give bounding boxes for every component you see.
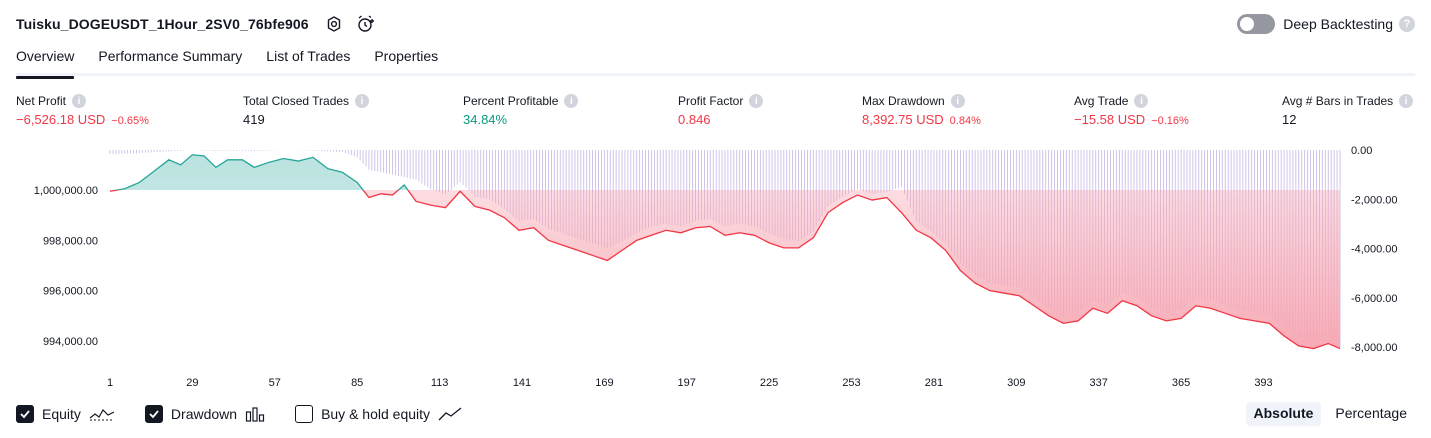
metric-label: Avg # Bars in Trades bbox=[1282, 94, 1394, 108]
right-axis-tick: -4,000.00 bbox=[1351, 244, 1397, 256]
bar-chart-icon bbox=[245, 406, 265, 422]
left-axis-tick: 998,000.00 bbox=[43, 235, 98, 247]
settings-icon[interactable] bbox=[323, 13, 345, 35]
trend-line-icon bbox=[438, 406, 462, 422]
absolute-button[interactable]: Absolute bbox=[1245, 402, 1322, 426]
legend-label: Drawdown bbox=[170, 406, 238, 422]
metric-profit-factor: Profit Factor i 0.846 bbox=[678, 93, 764, 128]
strategy-name: Tuisku_DOGEUSDT_1Hour_2SV0_76bfe906 bbox=[16, 16, 309, 32]
info-icon[interactable]: i bbox=[72, 94, 87, 108]
equity-line-negative bbox=[109, 190, 1341, 350]
equity-checkbox[interactable] bbox=[16, 405, 34, 423]
metric-percent-profitable: Percent Profitable i 34.84% bbox=[463, 93, 579, 128]
metrics-row: Net Profit i −6,526.18 USD −0.65% Total Cl… bbox=[16, 93, 1415, 133]
report-tabs: Overview Performance Summary List of Tra… bbox=[16, 44, 1415, 79]
x-axis-tick: 197 bbox=[678, 377, 696, 389]
deep-backtesting: Deep Backtesting ? bbox=[1237, 12, 1415, 36]
metric-value: 34.84% bbox=[463, 112, 508, 127]
x-axis-tick: 113 bbox=[431, 377, 449, 389]
x-axis-tick: 169 bbox=[595, 377, 613, 389]
x-axis-tick: 281 bbox=[925, 377, 943, 389]
x-axis-tick: 57 bbox=[269, 377, 281, 389]
metric-avg-trade: Avg Trade i −15.58 USD −0.16% bbox=[1074, 93, 1189, 128]
legend-label: Buy & hold equity bbox=[321, 406, 431, 422]
tab-performance-summary[interactable]: Performance Summary bbox=[98, 48, 243, 64]
metric-percent: −0.16% bbox=[1151, 115, 1189, 127]
metric-label: Profit Factor bbox=[678, 94, 744, 108]
chart-legend: Equity Drawdown Buy & hold equity Absolu… bbox=[16, 402, 1415, 426]
right-axis-tick: 0.00 bbox=[1351, 145, 1372, 157]
drawdown-checkbox[interactable] bbox=[144, 405, 163, 423]
equity-line-positive bbox=[113, 154, 409, 190]
metric-percent: −0.65% bbox=[111, 115, 149, 127]
metric-value: −15.58 USD bbox=[1074, 112, 1146, 127]
add-alert-icon[interactable] bbox=[355, 13, 377, 35]
tab-properties[interactable]: Properties bbox=[374, 48, 439, 64]
x-axis-tick: 309 bbox=[1007, 377, 1025, 389]
x-axis-tick: 253 bbox=[842, 377, 860, 389]
info-icon[interactable]: i bbox=[1134, 94, 1149, 108]
right-axis-tick: -2,000.00 bbox=[1351, 194, 1397, 206]
deep-backtesting-label: Deep Backtesting bbox=[1283, 16, 1393, 32]
tab-overview[interactable]: Overview bbox=[16, 44, 75, 79]
scale-mode-switch: Absolute Percentage bbox=[1240, 402, 1416, 426]
x-axis-tick: 1 bbox=[107, 377, 113, 389]
left-axis-tick: 1,000,000.00 bbox=[34, 185, 98, 197]
metric-value: −6,526.18 USD bbox=[16, 112, 106, 127]
info-icon[interactable]: i bbox=[1399, 94, 1414, 108]
right-axis-tick: -8,000.00 bbox=[1351, 342, 1397, 354]
info-icon[interactable]: i bbox=[950, 94, 965, 108]
metric-value: 8,392.75 USD bbox=[862, 112, 944, 127]
metric-value: 12 bbox=[1282, 112, 1297, 127]
x-axis-tick: 85 bbox=[351, 377, 363, 389]
info-icon[interactable]: i bbox=[749, 94, 764, 108]
x-axis-tick: 365 bbox=[1172, 377, 1190, 389]
metric-total-closed-trades: Total Closed Trades i 419 bbox=[243, 93, 370, 128]
percentage-button[interactable]: Percentage bbox=[1335, 405, 1407, 421]
equity-line-icon bbox=[89, 406, 115, 422]
metric-label: Max Drawdown bbox=[862, 94, 945, 108]
metric-percent: 0.84% bbox=[949, 115, 981, 127]
legend-buy-hold[interactable]: Buy & hold equity bbox=[295, 405, 462, 423]
x-axis-tick: 225 bbox=[760, 377, 778, 389]
help-icon[interactable]: ? bbox=[1399, 16, 1415, 32]
buy-hold-checkbox[interactable] bbox=[295, 405, 314, 423]
metric-label: Percent Profitable bbox=[463, 94, 559, 108]
x-axis-tick: 393 bbox=[1254, 377, 1272, 389]
legend-equity[interactable]: Equity bbox=[16, 405, 115, 423]
deep-backtesting-toggle[interactable] bbox=[1237, 14, 1276, 34]
x-axis-tick: 141 bbox=[513, 377, 531, 389]
left-axis-tick: 996,000.00 bbox=[43, 286, 98, 298]
metric-net-profit: Net Profit i −6,526.18 USD −0.65% bbox=[16, 93, 149, 128]
left-axis-tick: 994,000.00 bbox=[43, 336, 98, 348]
x-axis-tick: 29 bbox=[186, 377, 198, 389]
metric-avg-bars: Avg # Bars in Trades i 12 bbox=[1282, 93, 1414, 128]
metric-max-drawdown: Max Drawdown i 8,392.75 USD 0.84% bbox=[862, 93, 981, 128]
legend-label: Equity bbox=[42, 406, 81, 422]
equity-area-negative bbox=[110, 190, 1340, 349]
metric-label: Net Profit bbox=[16, 94, 67, 108]
legend-drawdown[interactable]: Drawdown bbox=[144, 405, 265, 423]
equity-area-positive bbox=[110, 154, 1340, 190]
tab-list-of-trades[interactable]: List of Trades bbox=[266, 48, 351, 64]
metric-label: Total Closed Trades bbox=[243, 94, 350, 108]
info-icon[interactable]: i bbox=[564, 94, 579, 108]
info-icon[interactable]: i bbox=[355, 94, 370, 108]
metric-value: 0.846 bbox=[678, 112, 711, 127]
equity-drawdown-chart[interactable]: 1,000,000.00 998,000.00 996,000.00 994,000.… bbox=[0, 140, 1431, 390]
metric-label: Avg Trade bbox=[1074, 94, 1129, 108]
right-axis-tick: -6,000.00 bbox=[1351, 293, 1397, 305]
strategy-header: Tuisku_DOGEUSDT_1Hour_2SV0_76bfe906 Deep… bbox=[16, 12, 1415, 36]
x-axis-tick: 337 bbox=[1090, 377, 1108, 389]
metric-value: 419 bbox=[243, 112, 265, 127]
